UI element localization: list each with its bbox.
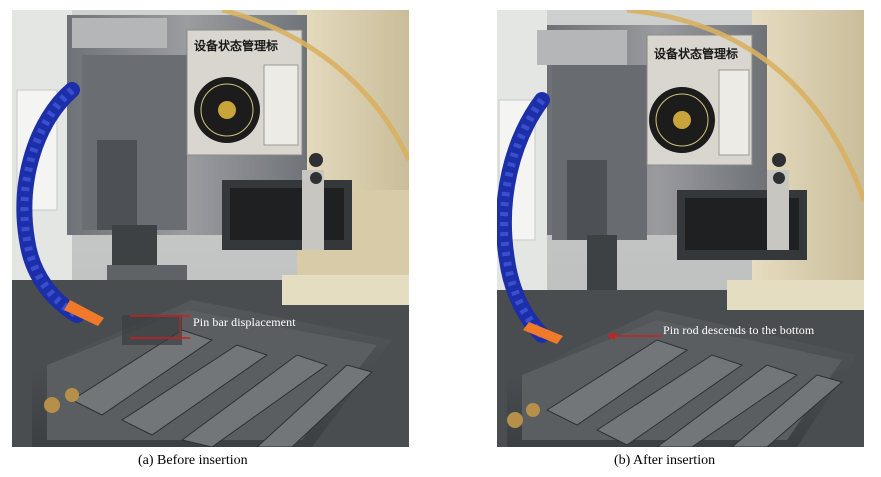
caption-before-insertion: (a) Before insertion xyxy=(138,453,248,468)
sign-title: 设备状态管理标 xyxy=(194,38,278,53)
annotation-pin-rod-descends: Pin rod descends to the bottom xyxy=(663,323,815,337)
sign-title: 设备状态管理标 xyxy=(654,46,738,61)
photo-before-insertion: 设备状态管理标 xyxy=(12,10,409,447)
caption-after-insertion: (b) After insertion xyxy=(614,453,716,468)
machine-photo-b: 设备状态管理标 xyxy=(497,10,864,447)
annotation-pin-bar-displacement: Pin bar displacement xyxy=(193,315,296,329)
photo-after-insertion: 设备状态管理标 Pin rod descen xyxy=(497,10,864,447)
machine-photo-a: 设备状态管理标 xyxy=(12,10,409,447)
